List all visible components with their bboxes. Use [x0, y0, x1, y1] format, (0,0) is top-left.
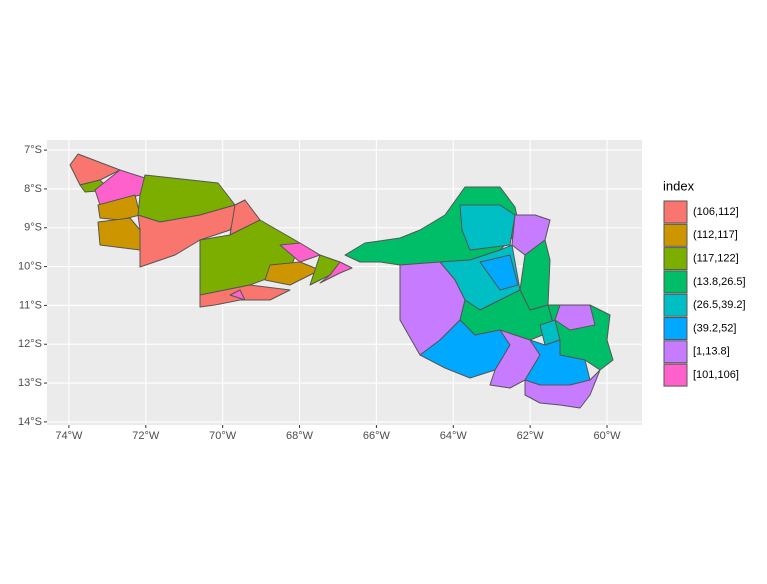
legend-key: [663, 363, 688, 387]
region: [319, 261, 353, 284]
region: [479, 254, 519, 291]
legend-label: (106,112]: [693, 206, 739, 218]
x-tick-label: 74°W: [55, 430, 83, 442]
region: [137, 199, 246, 268]
y-tick-label: 13°S: [18, 377, 42, 389]
y-tick-label: 12°S: [18, 338, 42, 350]
legend-label: (112,117]: [693, 229, 738, 241]
legend-label: [101,106]: [693, 369, 739, 381]
x-tick-label: 66°W: [363, 430, 391, 442]
y-tick-label: 9°S: [24, 222, 42, 234]
x-tick-label: 60°W: [594, 430, 622, 442]
legend: (106,112] (112,117] (117,122] (13.8,26.5] (2…: [663, 200, 746, 387]
y-tick-label: 7°S: [24, 144, 42, 156]
legend-key: [663, 200, 688, 224]
legend-title: index: [663, 178, 695, 193]
legend-key: [663, 223, 688, 247]
legend-label: (117,122]: [693, 253, 739, 265]
y-tick-label: 10°S: [18, 260, 42, 272]
y-tick-label: 14°S: [18, 416, 42, 428]
legend-label: (13.8,26.5]: [693, 276, 746, 288]
x-tick-label: 70°W: [209, 430, 237, 442]
legend-key: [663, 247, 688, 271]
region: [264, 261, 321, 286]
legend-key: [663, 317, 688, 340]
x-tick-label: 62°W: [517, 430, 545, 442]
x-tick-label: 68°W: [286, 430, 314, 442]
y-tick-label: 11°S: [19, 299, 42, 311]
x-tick-label: 72°W: [132, 430, 160, 442]
region: [69, 153, 121, 186]
region: [459, 204, 516, 251]
legend-key: [663, 270, 688, 294]
region: [554, 304, 596, 331]
region: [199, 284, 291, 308]
legend-key: [663, 293, 688, 317]
regions: [69, 153, 614, 409]
x-tick-label: 64°W: [440, 430, 468, 442]
legend-label: (26.5,39.2]: [693, 299, 746, 311]
y-tick-label: 8°S: [24, 183, 42, 195]
region: [97, 217, 141, 251]
region: [229, 289, 246, 301]
legend-key: [663, 340, 688, 364]
legend-label: [1,13.8]: [693, 346, 730, 358]
legend-label: (39.2,52]: [693, 322, 736, 334]
region: [524, 369, 601, 409]
